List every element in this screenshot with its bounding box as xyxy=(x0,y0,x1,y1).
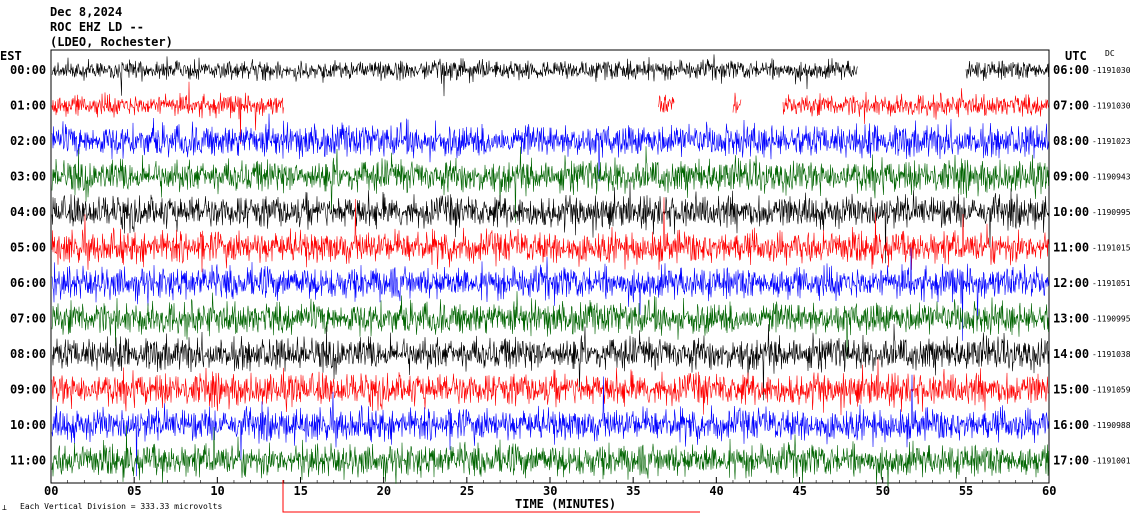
x-tick-label: 20 xyxy=(377,484,391,498)
est-hour-label: 05:00 xyxy=(10,241,46,255)
dc-offset-label: -1191030 xyxy=(1092,66,1130,75)
x-tick-label: 40 xyxy=(709,484,723,498)
x-tick-label: 30 xyxy=(543,484,557,498)
utc-axis-title: UTC xyxy=(1065,49,1087,63)
event-marker-bracket xyxy=(282,480,700,513)
trace-line-0000 xyxy=(51,54,1049,97)
x-tick-label: 05 xyxy=(127,484,141,498)
utc-hour-label: 16:00 xyxy=(1053,418,1089,432)
est-axis-title: EST xyxy=(0,49,22,63)
est-hour-label: 04:00 xyxy=(10,205,46,219)
est-hour-label: 11:00 xyxy=(10,454,46,468)
utc-hour-label: 17:00 xyxy=(1053,454,1089,468)
x-tick-label: 55 xyxy=(959,484,973,498)
utc-hour-label: 09:00 xyxy=(1053,170,1089,184)
est-hour-label: 01:00 xyxy=(10,99,46,113)
x-tick-label: 00 xyxy=(44,484,58,498)
dc-offset-label: -1191015 xyxy=(1092,244,1130,253)
header-location: (LDEO, Rochester) xyxy=(50,35,173,49)
utc-hour-label: 13:00 xyxy=(1053,312,1089,326)
dc-offset-label: -1191001 xyxy=(1092,457,1130,466)
x-tick-label: 50 xyxy=(876,484,890,498)
x-tick-label: 45 xyxy=(793,484,807,498)
est-hour-label: 07:00 xyxy=(10,312,46,326)
header-station: ROC EHZ LD -- xyxy=(50,20,144,34)
est-hour-label: 03:00 xyxy=(10,170,46,184)
est-hour-label: 08:00 xyxy=(10,347,46,361)
dc-offset-label: -1191059 xyxy=(1092,386,1130,395)
dc-offset-label: -1191051 xyxy=(1092,279,1130,288)
dc-offset-label: -1191030 xyxy=(1092,102,1130,111)
dc-offset-label: -1190943 xyxy=(1092,173,1130,182)
utc-hour-label: 15:00 xyxy=(1053,383,1089,397)
x-tick-label: 25 xyxy=(460,484,474,498)
dc-offset-label: -1191038 xyxy=(1092,350,1130,359)
utc-hour-label: 12:00 xyxy=(1053,276,1089,290)
est-hour-label: 09:00 xyxy=(10,383,46,397)
x-tick-label: 60 xyxy=(1042,484,1056,498)
dc-column-title: DC xyxy=(1105,49,1115,58)
est-hour-label: 06:00 xyxy=(10,276,46,290)
trace-line-0700 xyxy=(51,291,1049,359)
trace-line-0300 xyxy=(51,146,1049,223)
vertical-division-note: Each Vertical Division = 333.33 microvol… xyxy=(20,502,223,511)
utc-hour-label: 14:00 xyxy=(1053,347,1089,361)
trace-line-1100 xyxy=(51,425,1049,493)
utc-hour-label: 10:00 xyxy=(1053,205,1089,219)
utc-hour-label: 11:00 xyxy=(1053,241,1089,255)
x-tick-label: 15 xyxy=(294,484,308,498)
trace-line-0900 xyxy=(51,358,1049,416)
est-hour-label: 02:00 xyxy=(10,134,46,148)
dc-offset-label: -1190995 xyxy=(1092,315,1130,324)
trace-line-0600 xyxy=(51,247,1049,341)
trace-line-0800 xyxy=(51,323,1049,401)
est-hour-label: 10:00 xyxy=(10,418,46,432)
trace-line-1000 xyxy=(51,374,1049,477)
dc-offset-label: -1190995 xyxy=(1092,208,1130,217)
dc-offset-label: -1191023 xyxy=(1092,137,1130,146)
trace-line-0500 xyxy=(51,197,1049,273)
plot-frame xyxy=(50,49,1050,484)
trace-line-0400 xyxy=(51,181,1049,264)
utc-hour-label: 07:00 xyxy=(1053,99,1089,113)
trace-line-0200 xyxy=(51,113,1049,182)
utc-hour-label: 08:00 xyxy=(1053,134,1089,148)
header-date: Dec 8,2024 xyxy=(50,5,123,19)
trace-line-0100 xyxy=(51,81,1049,145)
utc-hour-label: 06:00 xyxy=(1053,63,1089,77)
scale-icon: ⟂ xyxy=(2,503,7,512)
dc-offset-label: -1190988 xyxy=(1092,421,1130,430)
x-tick-label: 35 xyxy=(626,484,640,498)
est-hour-label: 00:00 xyxy=(10,63,46,77)
x-axis-title: TIME (MINUTES) xyxy=(515,497,616,511)
x-tick-label: 10 xyxy=(210,484,224,498)
